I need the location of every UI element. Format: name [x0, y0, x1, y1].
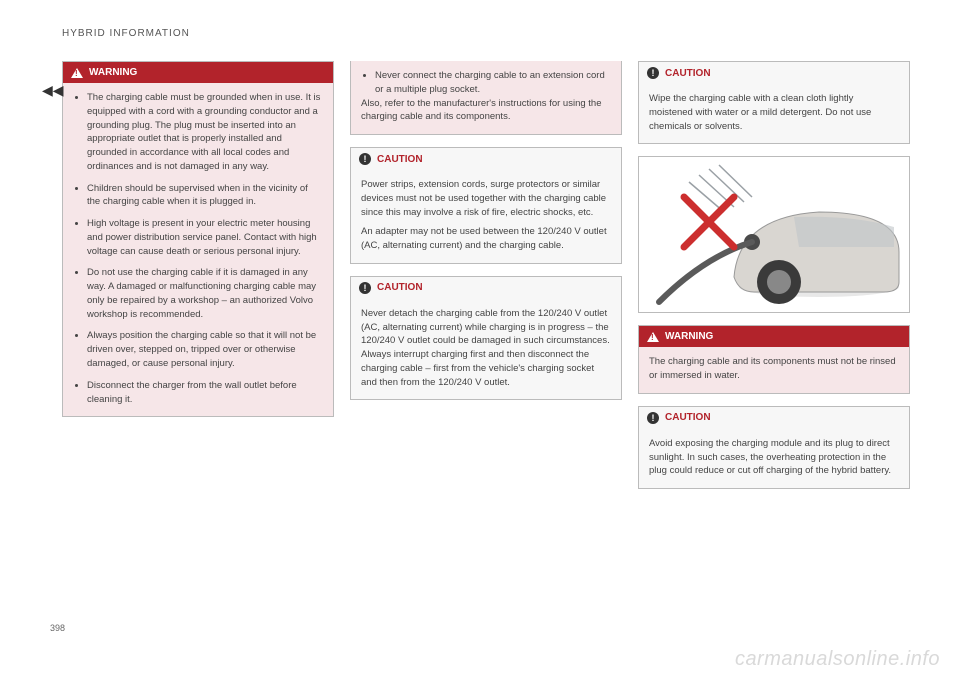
warning-box-rinse: WARNING The charging cable and its compo… [638, 325, 910, 394]
caution-label: CAUTION [665, 68, 711, 79]
warning-triangle-icon [647, 332, 659, 342]
continuation-arrow-icon: ◀◀ [42, 82, 64, 99]
caution-body: Avoid exposing the charging module and i… [639, 429, 909, 488]
car-illustration-icon [639, 157, 909, 312]
warning-label: WARNING [89, 67, 137, 78]
caution-text: Power strips, extension cords, surge pro… [361, 178, 611, 219]
warning-item: Disconnect the charger from the wall out… [87, 379, 323, 407]
caution-box-detach: ! CAUTION Never detach the charging cabl… [350, 276, 622, 401]
warning-label: WARNING [665, 331, 713, 342]
warning-box-grounding: WARNING The charging cable must be groun… [62, 61, 334, 417]
caution-body: Wipe the charging cable with a clean clo… [639, 84, 909, 143]
warning-cont-body: Never connect the charging cable to an e… [351, 61, 621, 134]
warning-text: The charging cable and its components mu… [649, 355, 899, 383]
section-header: HYBRID INFORMATION [62, 28, 910, 39]
warning-box-extension: Never connect the charging cable to an e… [350, 61, 622, 135]
caution-text: Avoid exposing the charging module and i… [649, 437, 899, 478]
caution-text: An adapter may not be used between the 1… [361, 225, 611, 253]
car-charging-figure [638, 156, 910, 313]
content-columns: WARNING The charging cable must be groun… [62, 61, 910, 489]
warning-body: The charging cable and its components mu… [639, 347, 909, 393]
caution-header: ! CAUTION [351, 148, 621, 170]
caution-circle-icon: ! [647, 412, 659, 424]
caution-circle-icon: ! [647, 67, 659, 79]
column-3: ! CAUTION Wipe the charging cable with a… [638, 61, 910, 489]
warning-header: WARNING [63, 62, 333, 83]
watermark-text: carmanualsonline.info [735, 648, 940, 671]
column-2: Never connect the charging cable to an e… [350, 61, 622, 489]
caution-circle-icon: ! [359, 282, 371, 294]
warning-item: Always position the charging cable so th… [87, 329, 323, 370]
caution-header: ! CAUTION [639, 62, 909, 84]
caution-box-wipe: ! CAUTION Wipe the charging cable with a… [638, 61, 910, 144]
caution-text: Never detach the charging cable from the… [361, 307, 611, 390]
page-number: 398 [50, 623, 65, 633]
caution-box-powerstrips: ! CAUTION Power strips, extension cords,… [350, 147, 622, 264]
warning-extra-text: Also, refer to the manufacturer's instru… [361, 97, 611, 125]
warning-header: WARNING [639, 326, 909, 347]
caution-body: Never detach the charging cable from the… [351, 299, 621, 400]
caution-label: CAUTION [665, 412, 711, 423]
warning-item: High voltage is present in your electric… [87, 217, 323, 258]
caution-label: CAUTION [377, 282, 423, 293]
caution-label: CAUTION [377, 154, 423, 165]
warning-item: Do not use the charging cable if it is d… [87, 266, 323, 321]
warning-item: Never connect the charging cable to an e… [375, 69, 611, 97]
warning-item: The charging cable must be grounded when… [87, 91, 323, 174]
caution-circle-icon: ! [359, 153, 371, 165]
caution-header: ! CAUTION [639, 407, 909, 429]
column-1: WARNING The charging cable must be groun… [62, 61, 334, 489]
caution-body: Power strips, extension cords, surge pro… [351, 170, 621, 263]
warning-body: The charging cable must be grounded when… [63, 83, 333, 416]
caution-box-sunlight: ! CAUTION Avoid exposing the charging mo… [638, 406, 910, 489]
caution-header: ! CAUTION [351, 277, 621, 299]
warning-item: Children should be supervised when in th… [87, 182, 323, 210]
warning-triangle-icon [71, 68, 83, 78]
caution-text: Wipe the charging cable with a clean clo… [649, 92, 899, 133]
